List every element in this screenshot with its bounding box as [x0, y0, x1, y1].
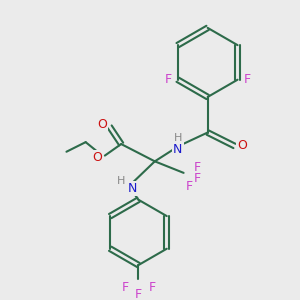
Text: O: O — [92, 151, 102, 164]
Text: F: F — [186, 180, 193, 193]
Text: F: F — [148, 280, 155, 294]
Text: H: H — [117, 176, 125, 185]
Text: F: F — [122, 280, 129, 294]
Text: N: N — [173, 143, 182, 156]
Text: F: F — [164, 73, 172, 86]
Text: N: N — [128, 182, 137, 195]
Text: H: H — [174, 133, 182, 143]
Text: O: O — [237, 140, 247, 152]
Text: F: F — [135, 288, 142, 300]
Text: O: O — [97, 118, 107, 131]
Text: F: F — [194, 172, 201, 185]
Text: F: F — [244, 73, 251, 86]
Text: F: F — [194, 160, 201, 174]
